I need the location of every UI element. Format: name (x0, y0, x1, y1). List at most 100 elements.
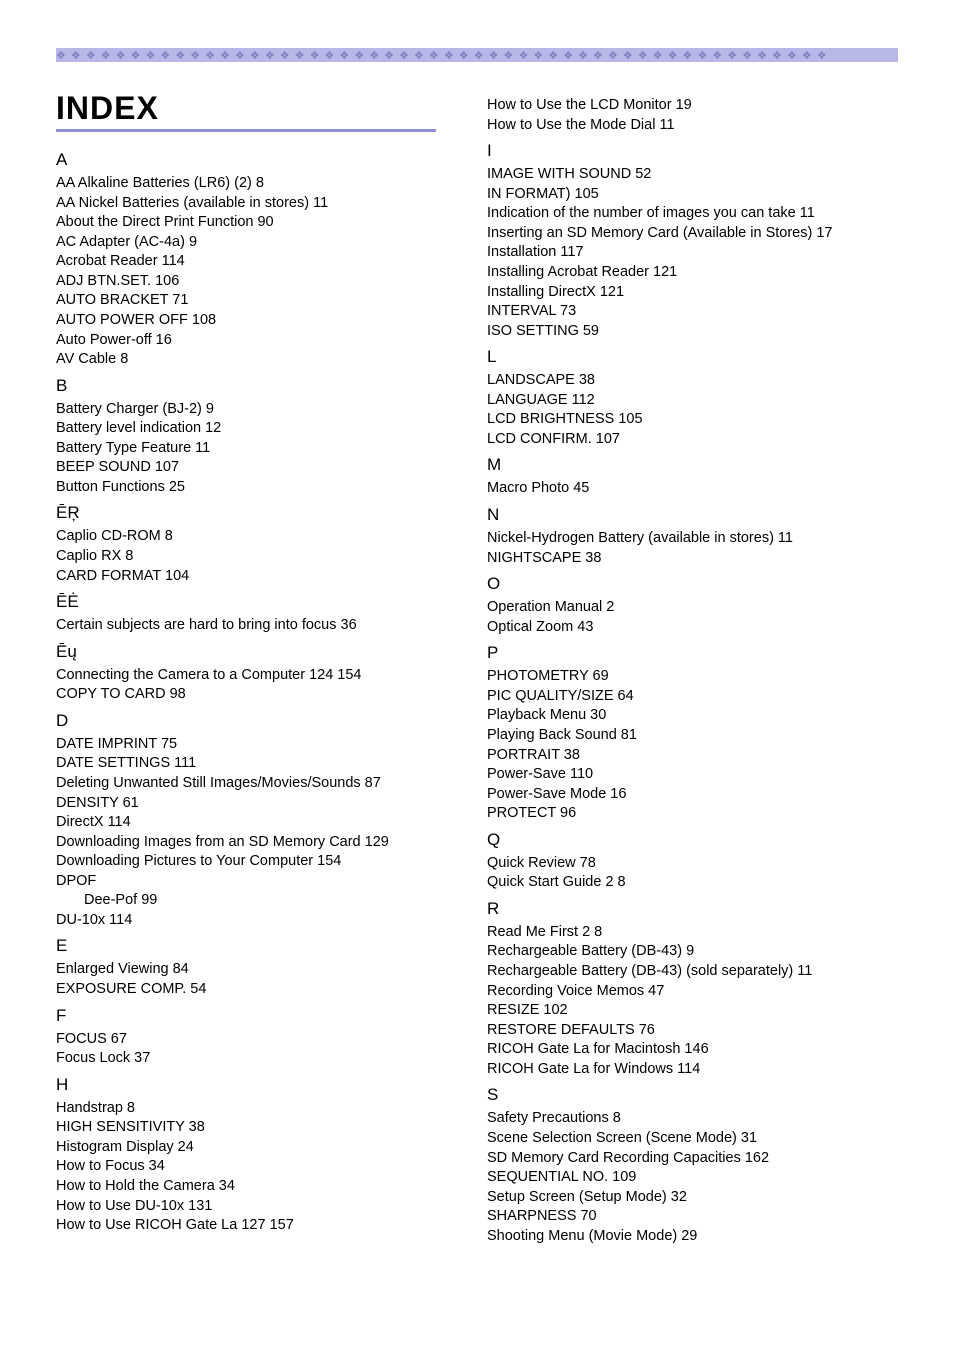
index-entry: DATE SETTINGS 111 (56, 754, 467, 774)
index-entry: DU-10x 114 (56, 911, 467, 931)
index-entry: DPOF (56, 872, 467, 892)
index-entry: How to Use DU-10x 131 (56, 1197, 467, 1217)
section-header: Q (487, 830, 898, 850)
index-entry: ISO SETTING 59 (487, 322, 898, 342)
section-header: E (56, 936, 467, 956)
index-entry: AUTO POWER OFF 108 (56, 311, 467, 331)
index-entry: Histogram Display 24 (56, 1138, 467, 1158)
index-entry: Power-Save 110 (487, 765, 898, 785)
index-entry: Macro Photo 45 (487, 479, 898, 499)
index-entry: Read Me First 2 8 (487, 923, 898, 943)
section-header: A (56, 150, 467, 170)
index-entry: PROTECT 96 (487, 804, 898, 824)
index-entry: RESTORE DEFAULTS 76 (487, 1021, 898, 1041)
section-header: H (56, 1075, 467, 1095)
index-entry: Quick Start Guide 2 8 (487, 873, 898, 893)
section-header: ĒĖ (56, 592, 467, 612)
index-entry: Playback Menu 30 (487, 706, 898, 726)
index-entry: NIGHTSCAPE 38 (487, 549, 898, 569)
index-title: INDEX (56, 90, 467, 127)
index-entry: Connecting the Camera to a Computer 124 … (56, 666, 467, 686)
index-entry: Operation Manual 2 (487, 598, 898, 618)
index-entry: INTERVAL 73 (487, 302, 898, 322)
index-entry: PIC QUALITY/SIZE 64 (487, 687, 898, 707)
index-entry: Quick Review 78 (487, 854, 898, 874)
index-entry: Handstrap 8 (56, 1099, 467, 1119)
index-entry: Button Functions 25 (56, 478, 467, 498)
section-header: O (487, 574, 898, 594)
index-entry: Rechargeable Battery (DB-43) (sold separ… (487, 962, 898, 982)
section-header: N (487, 505, 898, 525)
index-entry: PHOTOMETRY 69 (487, 667, 898, 687)
index-entry: LANGUAGE 112 (487, 391, 898, 411)
index-entry: Scene Selection Screen (Scene Mode) 31 (487, 1129, 898, 1149)
index-entry: Downloading Pictures to Your Computer 15… (56, 852, 467, 872)
section-header: D (56, 711, 467, 731)
index-entry: ADJ BTN.SET. 106 (56, 272, 467, 292)
index-entry: Downloading Images from an SD Memory Car… (56, 833, 467, 853)
section-header: I (487, 141, 898, 161)
index-entry: Installing Acrobat Reader 121 (487, 263, 898, 283)
index-entry: Installing DirectX 121 (487, 283, 898, 303)
index-entry: PORTRAIT 38 (487, 746, 898, 766)
index-entry: Battery Charger (BJ-2) 9 (56, 400, 467, 420)
index-entry: DirectX 114 (56, 813, 467, 833)
index-entry: EXPOSURE COMP. 54 (56, 980, 467, 1000)
index-entry: How to Use the LCD Monitor 19 (487, 96, 898, 116)
index-entry: Enlarged Viewing 84 (56, 960, 467, 980)
index-entry: BEEP SOUND 107 (56, 458, 467, 478)
index-entry: COPY TO CARD 98 (56, 685, 467, 705)
index-entry: Nickel-Hydrogen Battery (available in st… (487, 529, 898, 549)
index-entry: Certain subjects are hard to bring into … (56, 616, 467, 636)
index-entry: DENSITY 61 (56, 794, 467, 814)
index-content: INDEX A AA Alkaline Batteries (LR6) (2) 8… (0, 90, 954, 1246)
index-entry: DATE IMPRINT 75 (56, 735, 467, 755)
index-entry: Optical Zoom 43 (487, 618, 898, 638)
index-entry: AV Cable 8 (56, 350, 467, 370)
index-entry: Battery level indication 12 (56, 419, 467, 439)
title-underline (56, 129, 436, 132)
index-entry: Safety Precautions 8 (487, 1109, 898, 1129)
index-entry: SEQUENTIAL NO. 109 (487, 1168, 898, 1188)
left-entries-container: AAA Alkaline Batteries (LR6) (2) 8AA Nic… (56, 150, 467, 1236)
index-entry: SD Memory Card Recording Capacities 162 (487, 1149, 898, 1169)
index-entry: RICOH Gate La for Macintosh 146 (487, 1040, 898, 1060)
right-column: How to Use the LCD Monitor 19How to Use … (487, 90, 898, 1246)
index-entry: Power-Save Mode 16 (487, 785, 898, 805)
index-entry: Deleting Unwanted Still Images/Movies/So… (56, 774, 467, 794)
index-entry: FOCUS 67 (56, 1030, 467, 1050)
section-header: R (487, 899, 898, 919)
index-entry: Installation 117 (487, 243, 898, 263)
index-entry: Playing Back Sound 81 (487, 726, 898, 746)
decorative-banner (56, 48, 898, 62)
index-entry: How to Focus 34 (56, 1157, 467, 1177)
index-entry: Battery Type Feature 11 (56, 439, 467, 459)
index-entry: LCD CONFIRM. 107 (487, 430, 898, 450)
index-entry: Caplio CD-ROM 8 (56, 527, 467, 547)
index-entry: AA Alkaline Batteries (LR6) (2) 8 (56, 174, 467, 194)
index-entry: How to Hold the Camera 34 (56, 1177, 467, 1197)
index-entry: RESIZE 102 (487, 1001, 898, 1021)
section-header: Ēų (56, 642, 467, 662)
section-header: L (487, 347, 898, 367)
index-entry: Focus Lock 37 (56, 1049, 467, 1069)
section-header: M (487, 455, 898, 475)
index-entry: Indication of the number of images you c… (487, 204, 898, 224)
index-entry: RICOH Gate La for Windows 114 (487, 1060, 898, 1080)
section-header: F (56, 1006, 467, 1026)
index-entry: Inserting an SD Memory Card (Available i… (487, 224, 898, 244)
index-entry: HIGH SENSITIVITY 38 (56, 1118, 467, 1138)
index-entry: LCD BRIGHTNESS 105 (487, 410, 898, 430)
section-header: B (56, 376, 467, 396)
index-entry: IMAGE WITH SOUND 52 (487, 165, 898, 185)
index-entry: SHARPNESS 70 (487, 1207, 898, 1227)
index-entry: AC Adapter (AC-4a) 9 (56, 233, 467, 253)
right-entries-container: How to Use the LCD Monitor 19How to Use … (487, 96, 898, 1246)
index-entry: About the Direct Print Function 90 (56, 213, 467, 233)
index-entry: How to Use RICOH Gate La 127 157 (56, 1216, 467, 1236)
index-entry: Caplio RX 8 (56, 547, 467, 567)
index-entry: Rechargeable Battery (DB-43) 9 (487, 942, 898, 962)
index-entry: CARD FORMAT 104 (56, 567, 467, 587)
index-entry: Dee-Pof 99 (56, 891, 467, 911)
section-header: P (487, 643, 898, 663)
